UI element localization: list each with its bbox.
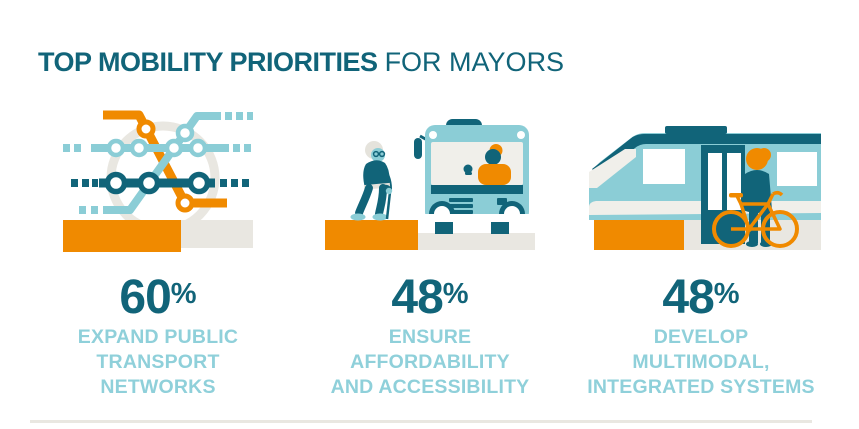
illustration-wrap [562, 96, 840, 252]
percent-sign: % [170, 278, 197, 310]
stat-label-line: ENSURE [388, 326, 472, 348]
stat-label-line: DEVELOP [653, 326, 749, 348]
stat-label-line: NETWORKS [100, 376, 216, 398]
page-title-rest: FOR MAYORS [384, 47, 565, 77]
percent-sign: % [713, 278, 740, 310]
priority-card-affordability: 48% ENSURE AFFORDABILITY AND ACCESSIBILI… [292, 96, 568, 400]
stat-label: ENSURE AFFORDABILITY AND ACCESSIBILITY [292, 325, 568, 400]
metro-map-illustration [63, 110, 253, 252]
stat-number: 60 [119, 271, 171, 324]
illustration-wrap [20, 96, 296, 252]
stat-label: DEVELOP MULTIMODAL, INTEGRATED SYSTEMS [562, 325, 840, 400]
priority-card-expand-networks: 60% EXPAND PUBLIC TRANSPORT NETWORKS [20, 96, 296, 400]
train-bicycle-illustration [589, 126, 821, 250]
stat-label-line: INTEGRATED SYSTEMS [587, 376, 815, 398]
stat-number: 48 [391, 271, 443, 324]
divider [30, 420, 812, 423]
stat-number: 48 [662, 271, 714, 324]
illustration-wrap [292, 96, 568, 252]
stat-label-line: AND ACCESSIBILITY [330, 376, 530, 398]
stat-label: EXPAND PUBLIC TRANSPORT NETWORKS [20, 325, 296, 400]
stat-label-line: AFFORDABILITY [350, 351, 510, 373]
stat-label-line: EXPAND PUBLIC [77, 326, 239, 348]
stat-value: 60% [20, 270, 296, 322]
stat-value: 48% [292, 270, 568, 322]
bus-accessibility-illustration [325, 119, 535, 250]
page-title-emphasis: TOP MOBILITY PRIORITIES [38, 47, 378, 77]
stat-label-line: MULTIMODAL, [632, 351, 770, 373]
priority-card-multimodal: 48% DEVELOP MULTIMODAL, INTEGRATED SYSTE… [562, 96, 840, 400]
percent-sign: % [442, 278, 469, 310]
stat-label-line: TRANSPORT [96, 351, 220, 373]
stat-value: 48% [562, 270, 840, 322]
page-title: TOP MOBILITY PRIORITIES FOR MAYORS [38, 47, 564, 77]
